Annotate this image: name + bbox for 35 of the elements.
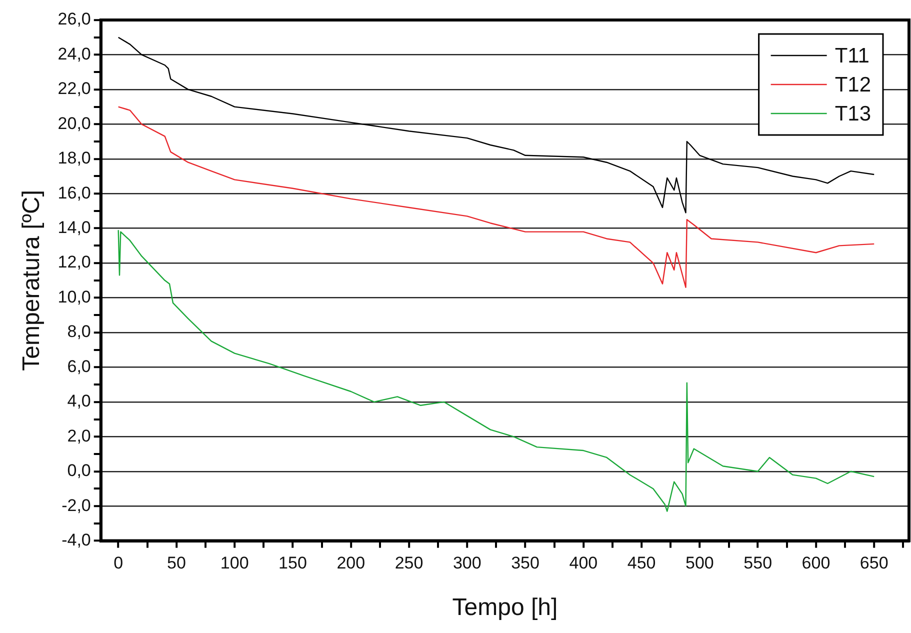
x-tick-label: 300 — [452, 554, 482, 573]
y-tick-label: 14,0 — [58, 218, 91, 238]
x-tick-label: 500 — [686, 554, 714, 573]
x-tick-label: 450 — [627, 554, 656, 573]
x-tick-label: 250 — [394, 554, 424, 573]
y-tick-label: 8,0 — [67, 322, 91, 342]
x-tick-label: 150 — [278, 554, 307, 573]
y-tick-label: 4,0 — [67, 392, 91, 411]
y-tick-label: -4,0 — [62, 530, 91, 550]
y-axis-title: Temperatura [ºC] — [18, 190, 46, 371]
legend-label: T11 — [834, 44, 870, 68]
x-tick-label: 600 — [802, 554, 830, 573]
y-tick-label: 26,0 — [58, 10, 91, 29]
y-tick-label: 12,0 — [58, 252, 91, 272]
x-tick-label: 0 — [114, 554, 124, 573]
legend-label: T13 — [834, 102, 871, 126]
x-tick-label: 100 — [220, 554, 249, 573]
x-tick-label: 650 — [860, 554, 888, 573]
x-tick-label: 50 — [167, 554, 186, 573]
y-tick-label: 18,0 — [58, 148, 91, 168]
x-tick-label: 350 — [511, 554, 540, 573]
x-tick-label: 200 — [336, 554, 366, 573]
y-tick-label: 16,0 — [58, 183, 91, 202]
y-tick-label: 2,0 — [67, 426, 91, 446]
y-tick-label: 0,0 — [67, 461, 91, 480]
y-tick-label: 6,0 — [67, 356, 91, 376]
x-tick-label: 550 — [744, 554, 772, 573]
x-axis-title: Tempo [h] — [452, 594, 558, 622]
y-tick-label: 10,0 — [58, 287, 91, 306]
legend-label: T12 — [834, 73, 871, 96]
y-tick-label: 24,0 — [58, 44, 91, 64]
y-tick-label: 22,0 — [58, 79, 91, 98]
x-tick-label: 400 — [569, 554, 598, 573]
y-tick-label: -2,0 — [62, 496, 91, 515]
y-tick-label: 20,0 — [58, 114, 91, 133]
